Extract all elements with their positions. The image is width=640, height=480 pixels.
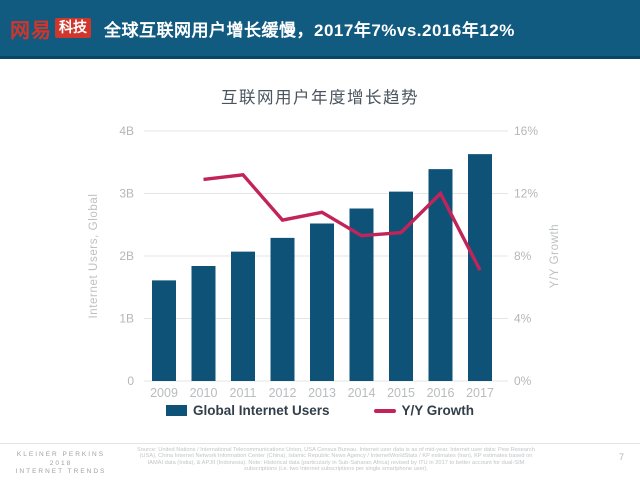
right-axis-tick: 12% <box>514 187 538 201</box>
bar-2015 <box>389 191 413 381</box>
page-number: 7 <box>618 452 624 462</box>
left-axis-title: Internet Users, Global <box>88 193 100 318</box>
left-axis-tick: 0 <box>127 374 134 388</box>
x-axis-label-2013: 2013 <box>308 386 336 400</box>
x-axis-label-2015: 2015 <box>387 386 415 400</box>
source-note: Source: United Nations / International T… <box>137 447 535 473</box>
x-axis-label-2010: 2010 <box>190 386 218 400</box>
x-axis-label-2017: 2017 <box>466 386 494 400</box>
combo-chart: 0 0% 1B 4% 2B 8% 3B 12% 4B 16% 2009 2010 2011 2012 201… <box>88 124 561 400</box>
bar-2013 <box>310 223 334 381</box>
tech-logo-badge: 科技 <box>55 18 91 38</box>
bar-2016 <box>428 169 453 381</box>
bar-2009 <box>152 280 176 381</box>
left-axis-tick: 4B <box>119 124 134 138</box>
legend-line-label: Y/Y Growth <box>401 403 475 418</box>
legend-bar-label: Global Internet Users <box>192 403 330 418</box>
footer-divider <box>0 443 640 444</box>
growth-line <box>203 173 482 271</box>
page-title: 全球互联网用户增长缓慢，2017年7%vs.2016年12% <box>104 20 515 40</box>
x-axis-label-2012: 2012 <box>269 386 297 400</box>
legend-item-bars: Global Internet Users <box>165 403 330 418</box>
kleiner-perkins-brand: KLEINER PERKINS 2018 INTERNET TRENDS <box>8 451 114 477</box>
left-axis-tick: 1B <box>119 312 134 326</box>
left-axis-tick: 2B <box>119 249 134 263</box>
header-bar: 网易 科技 全球互联网用户增长缓慢，2017年7%vs.2016年12% <box>0 0 640 59</box>
chart-title: 互联网用户年度增长趋势 <box>221 89 419 107</box>
x-axis-label-2016: 2016 <box>427 386 455 400</box>
left-axis-tick: 3B <box>119 187 134 201</box>
right-axis-tick: 8% <box>514 249 532 263</box>
right-axis-tick: 16% <box>514 124 538 138</box>
right-axis-title: Y/Y Growth <box>549 224 561 289</box>
brand-line-1: KLEINER PERKINS <box>16 451 106 458</box>
brand-line-3: INTERNET TRENDS <box>15 468 107 475</box>
bar-2011 <box>231 251 255 381</box>
line-swatch-icon <box>373 408 396 413</box>
x-axis-label-2011: 2011 <box>230 386 257 400</box>
netease-tech-logo: 网易 科技 <box>10 14 91 43</box>
right-axis-tick: 0% <box>514 374 532 388</box>
legend-item-line: Y/Y Growth <box>373 403 475 418</box>
brand-line-2: 2018 <box>49 459 73 467</box>
x-axis-label-2009: 2009 <box>150 386 178 400</box>
netease-logo-text: 网易 <box>10 19 52 42</box>
chart-legend: Global Internet Users Y/Y Growth <box>0 403 640 418</box>
x-axis-label-2014: 2014 <box>348 386 376 400</box>
right-axis-tick: 4% <box>514 312 532 326</box>
bar-2012 <box>270 237 295 381</box>
bar-swatch-icon <box>165 405 187 416</box>
bar-2010 <box>191 266 216 381</box>
